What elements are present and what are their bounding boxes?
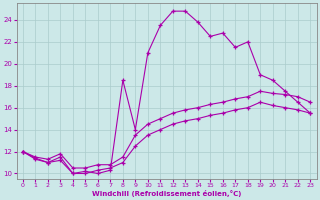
X-axis label: Windchill (Refroidissement éolien,°C): Windchill (Refroidissement éolien,°C) (92, 190, 241, 197)
